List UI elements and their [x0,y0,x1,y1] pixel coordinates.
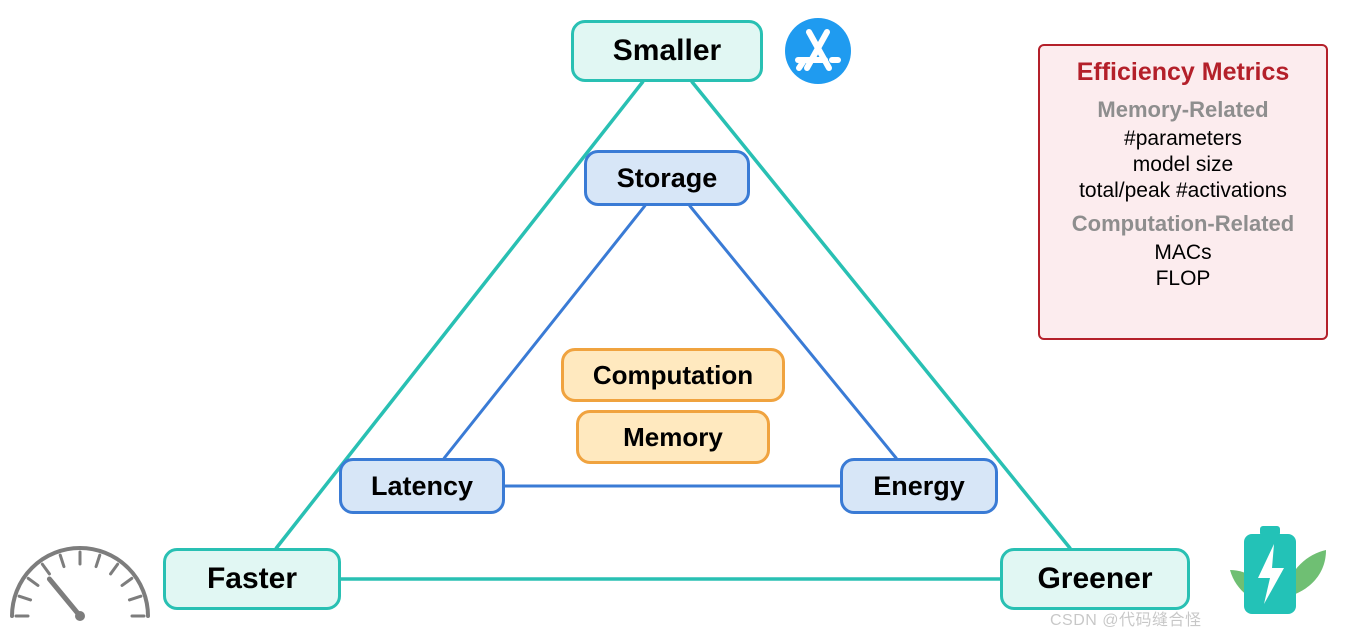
node-memory: Memory [576,410,770,464]
appstore-icon [785,18,851,89]
node-computation: Computation [561,348,785,402]
node-label: Energy [873,471,965,502]
legend-item: MACs [1058,241,1308,265]
legend-item: #parameters [1058,127,1308,151]
legend-item: model size [1058,153,1308,177]
legend-body: Memory-Related #parametersmodel sizetotal… [1058,97,1308,291]
legend-item: total/peak #activations [1058,179,1308,203]
node-smaller: Smaller [571,20,763,82]
node-greener: Greener [1000,548,1190,610]
node-label: Memory [623,422,723,453]
legend-subheading: Computation-Related [1058,211,1308,237]
node-label: Computation [593,360,753,391]
gauge-icon [6,522,154,627]
node-label: Faster [207,562,297,596]
legend-subheading: Memory-Related [1058,97,1308,123]
legend-item: FLOP [1058,267,1308,291]
node-latency: Latency [339,458,505,514]
watermark-text: CSDN @代码缝合怪 [1050,606,1202,627]
legend-panel: Efficiency Metrics Memory-Related #parame… [1038,44,1328,340]
diagram-stage: Smaller Storage Computation Memory Laten… [0,0,1361,627]
node-label: Storage [617,163,718,194]
legend-title: Efficiency Metrics [1058,58,1308,87]
node-label: Smaller [613,34,721,68]
node-energy: Energy [840,458,998,514]
node-label: Greener [1037,562,1152,596]
node-label: Latency [371,471,473,502]
node-faster: Faster [163,548,341,610]
node-storage: Storage [584,150,750,206]
battery-leaf-icon [1214,520,1334,625]
